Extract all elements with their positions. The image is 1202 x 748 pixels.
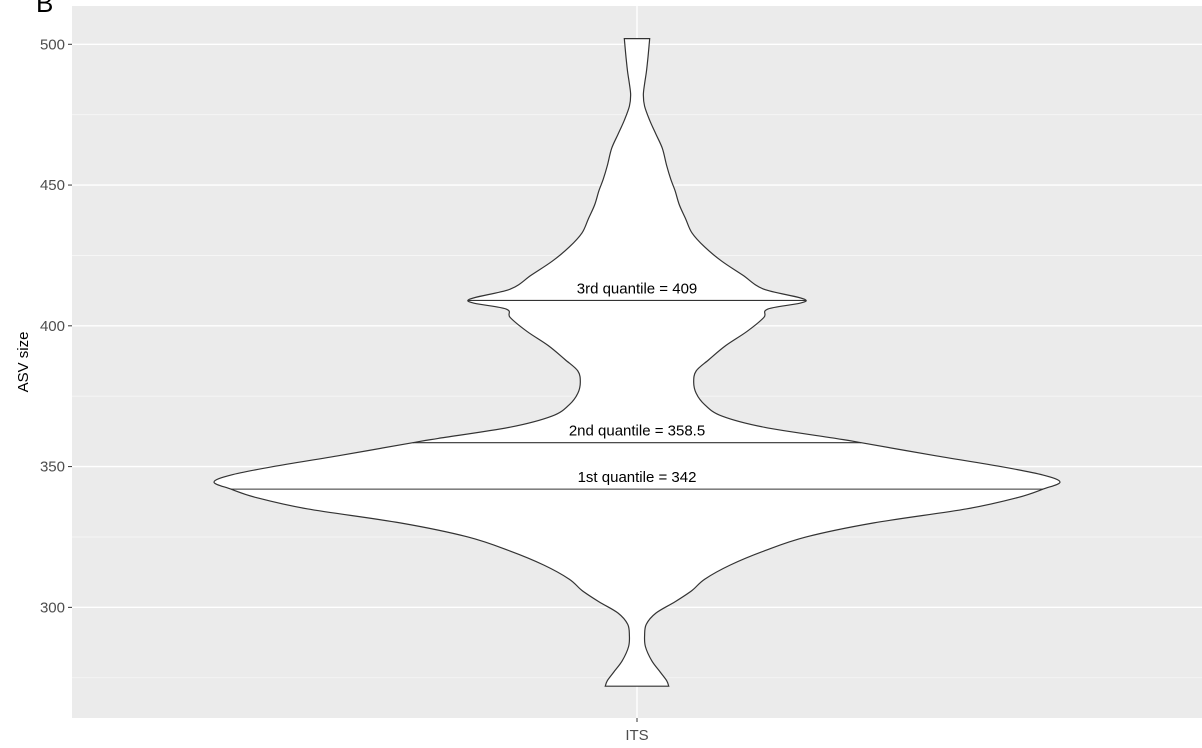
y-tick-label: 400 <box>40 318 65 335</box>
x-tick-label: ITS <box>625 727 648 744</box>
y-tick-label: 350 <box>40 459 65 476</box>
panel-letter: B <box>36 0 54 18</box>
y-tick-label: 300 <box>40 599 65 616</box>
quantile-label: 2nd quantile = 358.5 <box>569 423 705 440</box>
y-axis-title: ASV size <box>15 332 32 393</box>
y-tick-label: 450 <box>40 177 65 194</box>
axis-layer: 300 350 400 450 500 ITS <box>40 36 649 744</box>
y-tick-label: 500 <box>40 36 65 53</box>
quantile-label: 3rd quantile = 409 <box>577 280 698 297</box>
quantile-label: 1st quantile = 342 <box>578 469 697 486</box>
violin-layer <box>213 38 1061 687</box>
violin-body <box>213 38 1061 687</box>
quantile-layer: 1st quantile = 342 2nd quantile = 358.5 3r… <box>230 280 1044 490</box>
